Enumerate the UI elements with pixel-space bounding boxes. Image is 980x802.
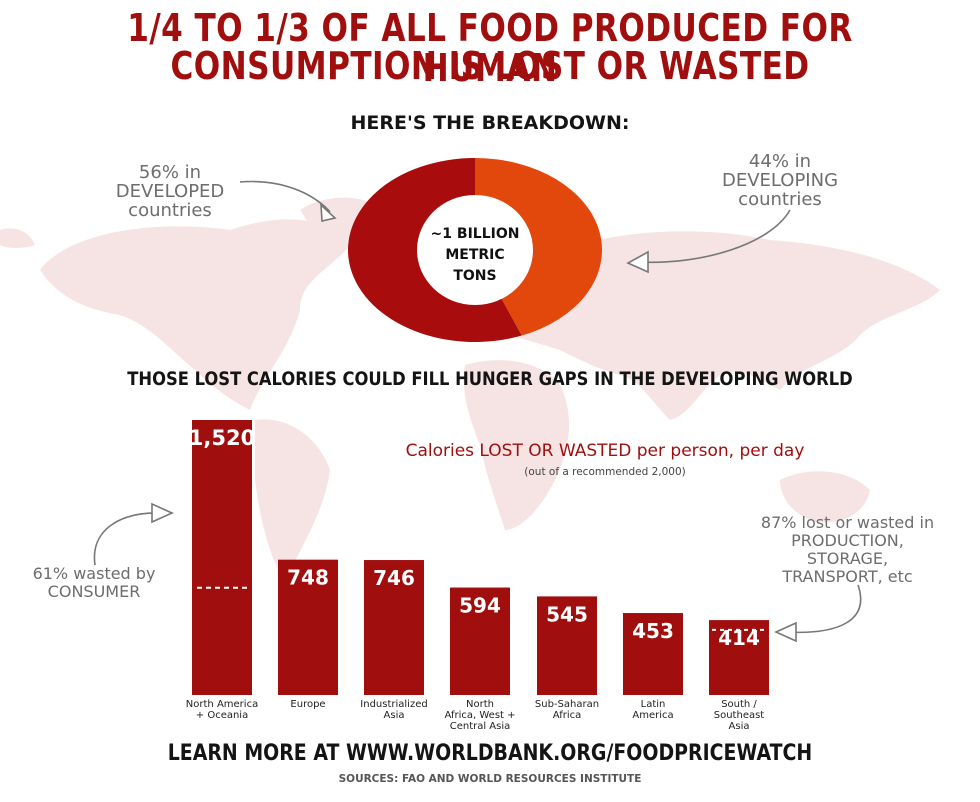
bar-chart-subtitle: (out of a recommended 2,000) (524, 466, 686, 478)
breakdown-heading: HERE'S THE BREAKDOWN: (350, 112, 630, 134)
production-arrow-icon (784, 584, 862, 634)
bar-6 (709, 620, 769, 695)
donut-center-line-3: TONS (453, 268, 496, 284)
donut-chart: ~1 BILLION METRIC TONS (348, 158, 602, 342)
developed-annotation-line-2: DEVELOPED (115, 181, 225, 202)
hunger-heading: THOSE LOST CALORIES COULD FILL HUNGER GA… (127, 368, 853, 390)
production-note-line-4: TRANSPORT, etc (782, 567, 913, 586)
bar-3 (450, 587, 510, 695)
bar-category-label-3-0: North (466, 699, 494, 710)
learn-more-link[interactable]: LEARN MORE AT WWW.WORLDBANK.ORG/FOODPRIC… (167, 741, 813, 766)
main-title-line-1: 1/4 TO 1/3 OF ALL FOOD PRODUCED FOR HUMA… (127, 6, 853, 90)
bar-category-label-0-0: North America (186, 699, 258, 710)
bar-category-label-2-1: Asia (384, 710, 405, 721)
bar-2 (364, 560, 424, 695)
production-note: 87% lost or wasted in PRODUCTION, STORAG… (735, 514, 960, 586)
bar-1 (278, 559, 338, 695)
sources-note: SOURCES: FAO AND WORLD RESOURCES INSTITU… (338, 773, 642, 785)
developed-annotation-line-3: countries (128, 200, 212, 221)
bar-category-label-5-0: Latin (641, 699, 666, 710)
bar-category-label-0-1: + Oceania (196, 710, 248, 721)
bar-category-label-3-1: Africa, West + (444, 710, 515, 721)
developing-annotation-line-3: countries (738, 189, 822, 210)
bar-value-label-5: 453 (632, 619, 674, 643)
bar-value-label-2: 746 (373, 566, 415, 590)
developing-annotation-line-1: 44% in (748, 151, 812, 172)
main-title-line-2: CONSUMPTION IS LOST OR WASTED (170, 44, 810, 88)
donut-center-line-1: ~1 BILLION (431, 226, 520, 242)
bar-value-label-0: 1,520 (189, 426, 255, 450)
bar-value-label-3: 594 (459, 594, 501, 618)
developing-annotation: 44% in DEVELOPING countries (695, 152, 865, 209)
consumer-note: 61% wasted by CONSUMER (14, 565, 174, 601)
production-note-line-1: 87% lost or wasted in (760, 513, 935, 532)
developing-arrow-icon (639, 209, 791, 264)
bar-4 (537, 596, 597, 695)
bar-5 (623, 613, 683, 695)
bar-category-label-4-1: Africa (553, 710, 582, 721)
bar-category-label-1-0: Europe (290, 699, 325, 710)
donut-center-hole (417, 195, 533, 305)
bar-category-label-3-2: Central Asia (450, 721, 511, 732)
donut-center-line-2: METRIC (445, 247, 504, 263)
bar-category-label-6-2: Asia (729, 721, 750, 732)
bar-category-label-4-0: Sub-Saharan (535, 699, 599, 710)
bar-category-label-5-1: America (632, 710, 673, 721)
developed-arrow-icon (239, 180, 331, 213)
bar-0 (192, 420, 252, 695)
consumer-note-line-1: 61% wasted by (32, 564, 156, 583)
consumer-note-line-2: CONSUMER (47, 582, 141, 601)
production-note-line-2: PRODUCTION, (791, 531, 904, 550)
developed-annotation-line-1: 56% in (138, 162, 202, 183)
bar-value-label-4: 545 (546, 602, 588, 626)
consumer-arrow-icon (93, 512, 161, 566)
developed-annotation: 56% in DEVELOPED countries (95, 163, 245, 220)
bar-category-label-6-1: Southeast (714, 710, 765, 721)
bar-value-label-1: 748 (287, 566, 329, 590)
bar-chart-title: Calories LOST OR WASTED per person, per … (405, 441, 805, 461)
bar-category-label-6-0: South / (721, 699, 757, 710)
bar-category-label-2-0: Industrialized (360, 699, 427, 710)
developing-annotation-line-2: DEVELOPING (721, 170, 839, 191)
production-note-line-3: STORAGE, (806, 549, 889, 568)
